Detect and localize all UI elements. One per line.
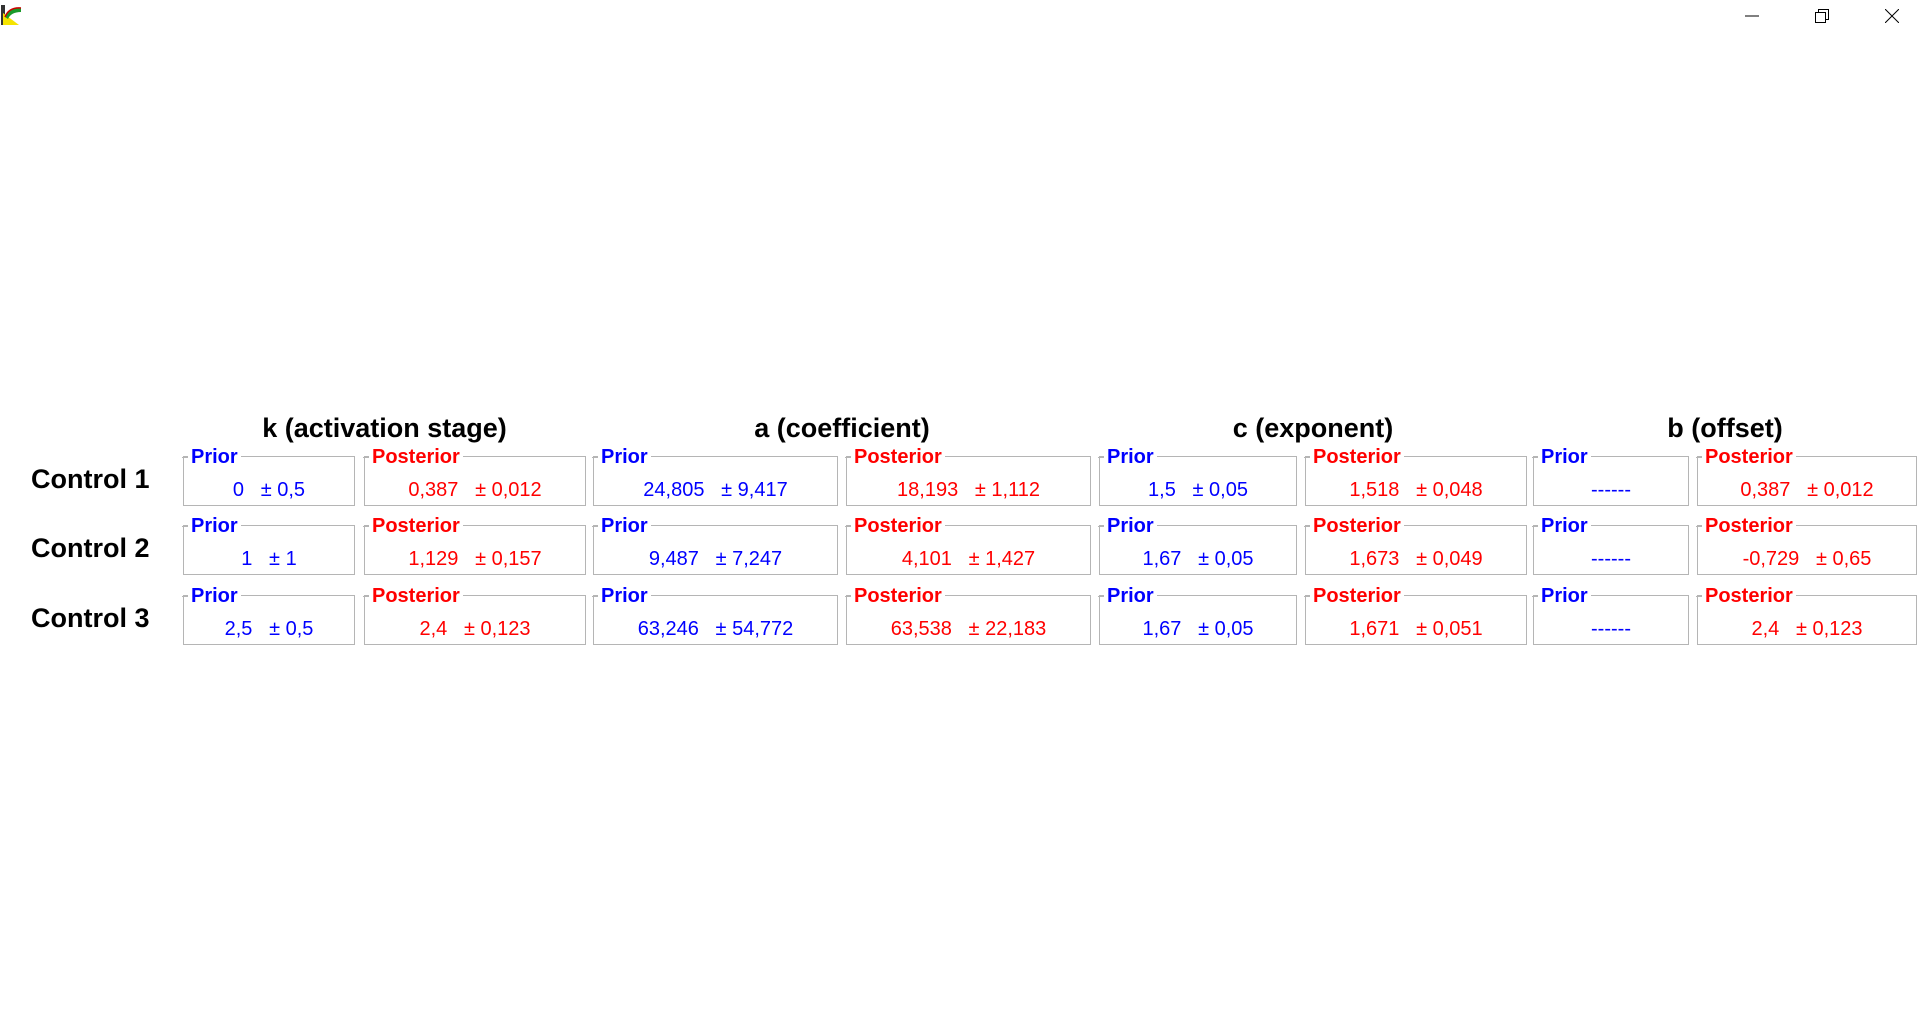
column-header-a: a (coefficient) [754,413,930,443]
posterior-label: Posterior [1304,515,1404,537]
prior-box-a-control-1: Prior 24,805 ± 9,417 [592,446,838,506]
minimize-button[interactable] [1729,0,1775,32]
prior-value: ------ [1591,618,1631,640]
posterior-label: Posterior [363,585,463,607]
column-header-b: b (offset) [1667,413,1783,443]
posterior-value: 0,387 ± 0,012 [408,479,542,501]
posterior-box-b-control-1: Posterior 0,387 ± 0,012 [1696,446,1917,506]
posterior-box-a-control-2: Posterior 4,101 ± 1,427 [845,515,1091,575]
minimize-icon [1745,15,1759,17]
app-icon [1,3,23,27]
posterior-label: Posterior [1696,446,1796,468]
prior-box-k-control-3: Prior 2,5 ± 0,5 [182,585,355,645]
prior-box-k-control-2: Prior 1 ± 1 [182,515,355,575]
posterior-value: 4,101 ± 1,427 [901,548,1036,570]
posterior-box-k-control-1: Posterior 0,387 ± 0,012 [363,446,586,506]
prior-box-b-control-1: Prior ------ [1532,446,1689,506]
posterior-box-a-control-1: Posterior 18,193 ± 1,112 [845,446,1091,506]
posterior-box-c-control-2: Posterior 1,673 ± 0,049 [1304,515,1527,575]
posterior-label: Posterior [845,585,945,607]
column-header-c: c (exponent) [1232,413,1394,443]
restore-button[interactable] [1799,0,1845,32]
close-icon [1885,9,1899,23]
posterior-value: 2,4 ± 0,123 [1751,618,1863,640]
prior-label: Prior [1532,446,1591,468]
posterior-label: Posterior [845,515,945,537]
prior-label: Prior [1098,585,1157,607]
prior-value: 1,67 ± 0,05 [1142,618,1254,640]
prior-value: ------ [1591,479,1631,501]
posterior-label: Posterior [1304,585,1404,607]
prior-box-b-control-3: Prior ------ [1532,585,1689,645]
prior-value: 0 ± 0,5 [232,479,306,501]
prior-label: Prior [182,585,241,607]
posterior-value: 63,538 ± 22,183 [890,618,1047,640]
posterior-label: Posterior [363,446,463,468]
prior-label: Prior [1532,515,1591,537]
posterior-value: 1,129 ± 0,157 [408,548,542,570]
posterior-value: 2,4 ± 0,123 [419,618,531,640]
prior-label: Prior [1098,446,1157,468]
prior-box-c-control-1: Prior 1,5 ± 0,05 [1098,446,1297,506]
prior-value: 1,5 ± 0,05 [1148,479,1248,501]
prior-box-c-control-3: Prior 1,67 ± 0,05 [1098,585,1297,645]
posterior-box-c-control-1: Posterior 1,518 ± 0,048 [1304,446,1527,506]
restore-icon [1815,9,1829,23]
column-header-k: k (activation stage) [262,413,507,443]
posterior-box-b-control-3: Posterior 2,4 ± 0,123 [1696,585,1917,645]
posterior-box-c-control-3: Posterior 1,671 ± 0,051 [1304,585,1527,645]
posterior-value: 1,671 ± 0,051 [1349,618,1483,640]
posterior-value: 1,518 ± 0,048 [1349,479,1483,501]
posterior-value: 18,193 ± 1,112 [897,479,1040,501]
prior-box-a-control-2: Prior 9,487 ± 7,247 [592,515,838,575]
row-header-control-2: Control 2 [31,533,150,563]
prior-box-b-control-2: Prior ------ [1532,515,1689,575]
prior-value: 2,5 ± 0,5 [224,618,314,640]
posterior-value: -0,729 ± 0,65 [1742,548,1872,570]
posterior-value: 1,673 ± 0,049 [1349,548,1483,570]
prior-label: Prior [182,515,241,537]
prior-value: 1,67 ± 0,05 [1142,548,1254,570]
prior-label: Prior [592,515,651,537]
posterior-box-k-control-3: Posterior 2,4 ± 0,123 [363,585,586,645]
posterior-label: Posterior [363,515,463,537]
prior-value: 9,487 ± 7,247 [648,548,783,570]
prior-value: 63,246 ± 54,772 [637,618,794,640]
posterior-box-b-control-2: Posterior -0,729 ± 0,65 [1696,515,1917,575]
prior-label: Prior [592,446,651,468]
row-header-control-1: Control 1 [31,464,150,494]
prior-label: Prior [182,446,241,468]
posterior-box-a-control-3: Posterior 63,538 ± 22,183 [845,585,1091,645]
row-header-control-3: Control 3 [31,603,150,633]
posterior-box-k-control-2: Posterior 1,129 ± 0,157 [363,515,586,575]
posterior-label: Posterior [1304,446,1404,468]
close-button[interactable] [1869,0,1915,32]
posterior-label: Posterior [1696,585,1796,607]
posterior-label: Posterior [1696,515,1796,537]
prior-box-c-control-2: Prior 1,67 ± 0,05 [1098,515,1297,575]
prior-box-k-control-1: Prior 0 ± 0,5 [182,446,355,506]
prior-label: Prior [592,585,651,607]
posterior-value: 0,387 ± 0,012 [1740,479,1874,501]
prior-label: Prior [1098,515,1157,537]
prior-label: Prior [1532,585,1591,607]
posterior-label: Posterior [845,446,945,468]
prior-box-a-control-3: Prior 63,246 ± 54,772 [592,585,838,645]
prior-value: 24,805 ± 9,417 [643,479,788,501]
prior-value: ------ [1591,548,1631,570]
prior-value: 1 ± 1 [241,548,297,570]
